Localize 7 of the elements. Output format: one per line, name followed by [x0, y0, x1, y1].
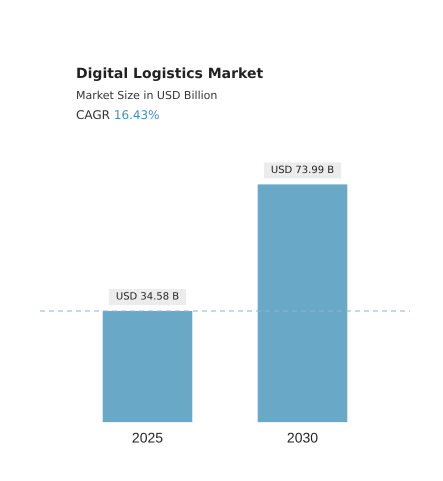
- chart-title: Digital Logistics Market: [76, 66, 264, 82]
- x-tick-label: 2030: [286, 429, 318, 446]
- x-tick-label: 2025: [132, 429, 164, 446]
- data-label: USD 34.58 B: [116, 292, 180, 303]
- data-label: USD 73.99 B: [270, 164, 334, 176]
- text: CAGR 16.43%: [76, 108, 160, 122]
- chart-subtitle: Market Size in USD Billion: [76, 89, 218, 102]
